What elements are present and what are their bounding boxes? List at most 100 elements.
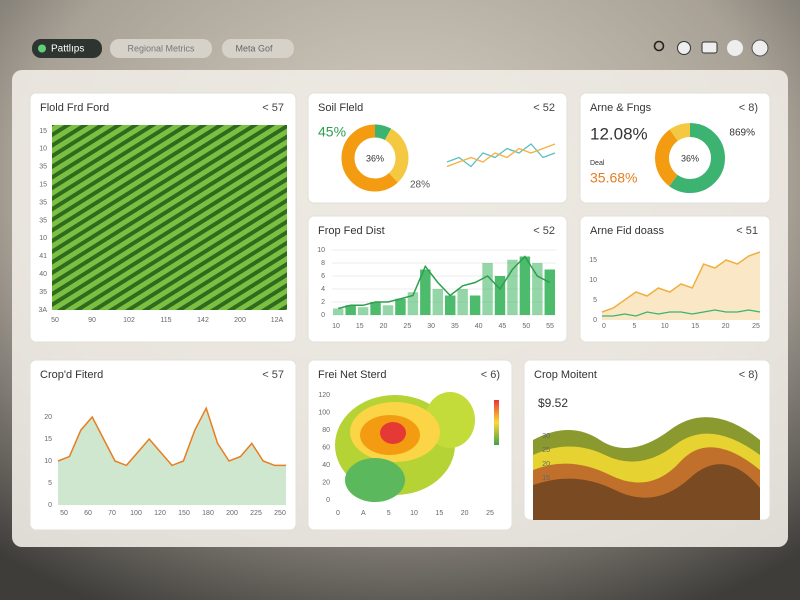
- x-tick-label: 50: [522, 323, 530, 330]
- x-tick-label: 0: [336, 510, 340, 517]
- line: [338, 255, 551, 310]
- logo: [38, 44, 46, 53]
- y-tick-label: 41: [39, 253, 47, 260]
- stat: 35.68%: [590, 170, 637, 186]
- y-tick-label: 35: [39, 217, 47, 224]
- mail-icon[interactable]: [701, 41, 718, 54]
- donut-center: 36%: [681, 153, 699, 163]
- y-tick-label: 20: [322, 479, 330, 486]
- card-badge: < 57: [262, 102, 284, 114]
- bar: [445, 295, 456, 315]
- line: [57, 406, 286, 467]
- heat-blob: [380, 422, 406, 444]
- x-tick-label: 225: [250, 510, 262, 517]
- donut-segment: [341, 124, 409, 192]
- y-tick-label: 0: [321, 312, 325, 319]
- y-tick-label: 15: [589, 257, 597, 264]
- card-title: Flold Frd Ford: [40, 102, 109, 114]
- card-badge: < 57: [262, 369, 284, 381]
- x-tick-label: A: [361, 510, 366, 517]
- card-badge: < 52: [533, 102, 555, 114]
- y-tick-label: 6: [321, 273, 325, 280]
- y-tick-label: 3A: [38, 307, 47, 314]
- y-tick-label: 100: [318, 409, 330, 416]
- card-title: Arne & Fngs: [590, 102, 652, 114]
- x-tick-label: 50: [60, 510, 68, 517]
- tab-label: Meta Gof: [235, 43, 273, 53]
- x-tick-label: 50: [51, 317, 59, 324]
- x-tick-label: 30: [427, 323, 435, 330]
- card-title: Frei Net Sterd: [318, 369, 386, 381]
- x-tick-label: 12A: [271, 317, 284, 324]
- line: [446, 143, 556, 168]
- bar: [345, 305, 356, 315]
- search-icon[interactable]: [653, 40, 665, 52]
- y-tick-label: 5: [593, 297, 597, 304]
- stat: $9.52: [538, 396, 568, 410]
- x-tick-label: 70: [108, 510, 116, 517]
- tab[interactable]: [222, 39, 294, 58]
- tab[interactable]: [32, 39, 102, 58]
- field-photo: [52, 125, 287, 310]
- card-badge: < 8): [739, 102, 758, 114]
- x-tick-label: 150: [178, 510, 190, 517]
- card: [579, 215, 771, 343]
- alert-icon[interactable]: [727, 40, 743, 56]
- bar: [494, 276, 506, 315]
- tab[interactable]: [110, 39, 212, 58]
- area-line: [601, 251, 761, 313]
- y-tick-label: 40: [39, 271, 47, 278]
- y-tick-label: 10: [44, 458, 52, 465]
- x-tick-label: 102: [123, 317, 135, 324]
- x-tick-label: 10: [661, 323, 669, 330]
- y-tick-label: 120: [318, 392, 330, 399]
- x-tick-label: 142: [197, 317, 209, 324]
- y-tick-label: 35: [39, 289, 47, 296]
- y-tick-label: 5: [48, 480, 52, 487]
- donut-segment: [341, 124, 409, 192]
- x-tick-label: 15: [356, 323, 364, 330]
- nav: Pattlıps Regional Metrics Meta Gof: [32, 39, 769, 58]
- x-tick-label: 15: [691, 323, 699, 330]
- tab-label: Regional Metrics: [127, 43, 195, 53]
- x-tick-label: 25: [486, 510, 494, 517]
- y-tick-label: 4: [321, 286, 325, 293]
- bar: [469, 295, 481, 315]
- y-tick-label: 15: [39, 128, 47, 135]
- y-tick-label: 15: [44, 436, 52, 443]
- card-badge: < 8): [739, 369, 758, 381]
- card-badge: < 6): [481, 369, 500, 381]
- clock-icon[interactable]: [677, 41, 691, 55]
- bar: [333, 308, 344, 315]
- stat-label: Deal: [590, 160, 605, 167]
- y-tick-label: 35: [39, 164, 47, 171]
- x-tick-label: 200: [234, 317, 246, 324]
- bar: [370, 302, 381, 315]
- y-tick-label: 60: [322, 444, 330, 451]
- donut-segment: [655, 123, 725, 193]
- card-title: Crop Moitent: [534, 369, 597, 381]
- x-tick-label: 35: [451, 323, 459, 330]
- x-tick-label: 180: [202, 510, 214, 517]
- x-tick-label: 25: [752, 323, 760, 330]
- photo: [52, 125, 287, 310]
- x-tick-label: 25: [403, 323, 411, 330]
- settings-icon[interactable]: [751, 39, 769, 57]
- bar: [532, 263, 543, 315]
- y-tick-label: 15: [39, 182, 47, 189]
- line: [602, 309, 761, 317]
- stat: 45%: [318, 124, 346, 140]
- y-tick-label: 10: [589, 277, 597, 284]
- y-tick-label: 40: [322, 462, 330, 469]
- y-tick-label: 10: [39, 146, 47, 153]
- x-tick-label: 45: [499, 323, 507, 330]
- y-tick-label: 20: [44, 414, 52, 421]
- y-tick-label: 0: [48, 502, 52, 509]
- donut-segment: [655, 123, 725, 193]
- x-tick-label: 90: [88, 317, 96, 324]
- card-badge: < 52: [533, 225, 555, 237]
- donut-center: 36%: [366, 153, 384, 163]
- y-tick-label: 2: [321, 299, 325, 306]
- y-tick-label: 8: [321, 260, 325, 267]
- y-tick-label: 0: [593, 317, 597, 324]
